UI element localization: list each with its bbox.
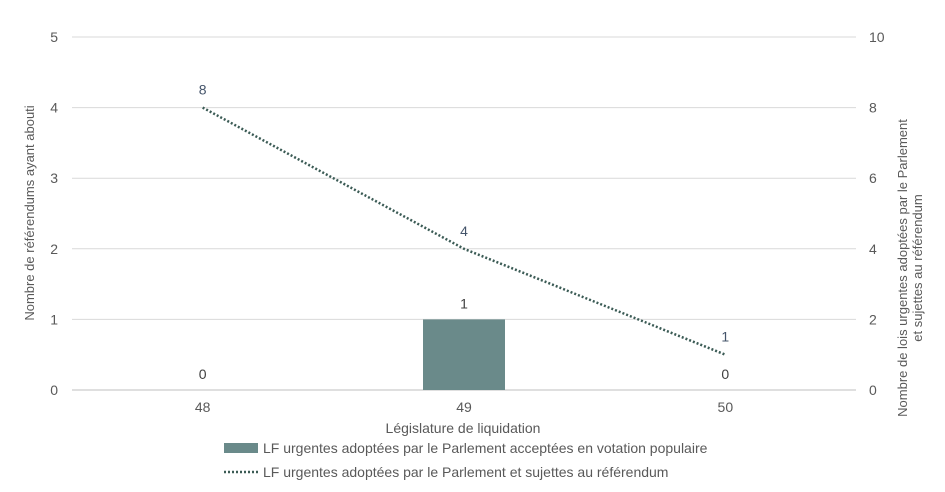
right-tick-label: 0 <box>869 382 877 398</box>
data-labels: 0 1 0 8 4 1 <box>199 82 730 382</box>
line-data-label: 8 <box>199 82 207 98</box>
x-tick-label: 50 <box>718 399 734 415</box>
right-tick-label: 2 <box>869 311 877 327</box>
bar-data-label: 0 <box>721 366 729 382</box>
left-tick-label: 5 <box>50 29 58 45</box>
legend-line-label: LF urgentes adoptées par le Parlement et… <box>263 464 668 480</box>
left-tick-label: 3 <box>50 170 58 186</box>
x-axis-ticks: 48 49 50 <box>195 399 733 415</box>
right-tick-label: 10 <box>869 29 885 45</box>
right-axis-ticks: 0 2 4 6 8 10 <box>869 29 885 398</box>
legend: LF urgentes adoptées par le Parlement ac… <box>224 440 708 480</box>
right-tick-label: 6 <box>869 170 877 186</box>
bar-data-label: 1 <box>460 295 468 311</box>
bar-series <box>423 319 505 390</box>
left-tick-label: 4 <box>50 100 58 116</box>
y-axis-title: Nombre de référendums ayant abouti <box>22 105 37 320</box>
x-tick-label: 48 <box>195 399 211 415</box>
line-series <box>202 106 726 356</box>
line-data-label: 1 <box>721 329 729 345</box>
y2-axis-title-line1: Nombre de lois urgentes adoptées par le … <box>895 119 910 417</box>
bar <box>423 319 505 390</box>
left-tick-label: 0 <box>50 382 58 398</box>
legend-bar-label: LF urgentes adoptées par le Parlement ac… <box>263 440 708 456</box>
right-tick-label: 8 <box>869 100 877 116</box>
right-tick-label: 4 <box>869 241 877 257</box>
bar-data-label: 0 <box>199 366 207 382</box>
line-data-label: 4 <box>460 223 468 239</box>
left-tick-label: 2 <box>50 241 58 257</box>
y2-axis-title-line2: et sujettes au référendum <box>910 194 925 341</box>
legend-bar-swatch <box>224 443 258 453</box>
left-tick-label: 1 <box>50 311 58 327</box>
x-axis-title: Législature de liquidation <box>386 420 541 436</box>
left-axis-ticks: 0 1 2 3 4 5 <box>50 29 58 398</box>
x-tick-label: 49 <box>456 399 472 415</box>
